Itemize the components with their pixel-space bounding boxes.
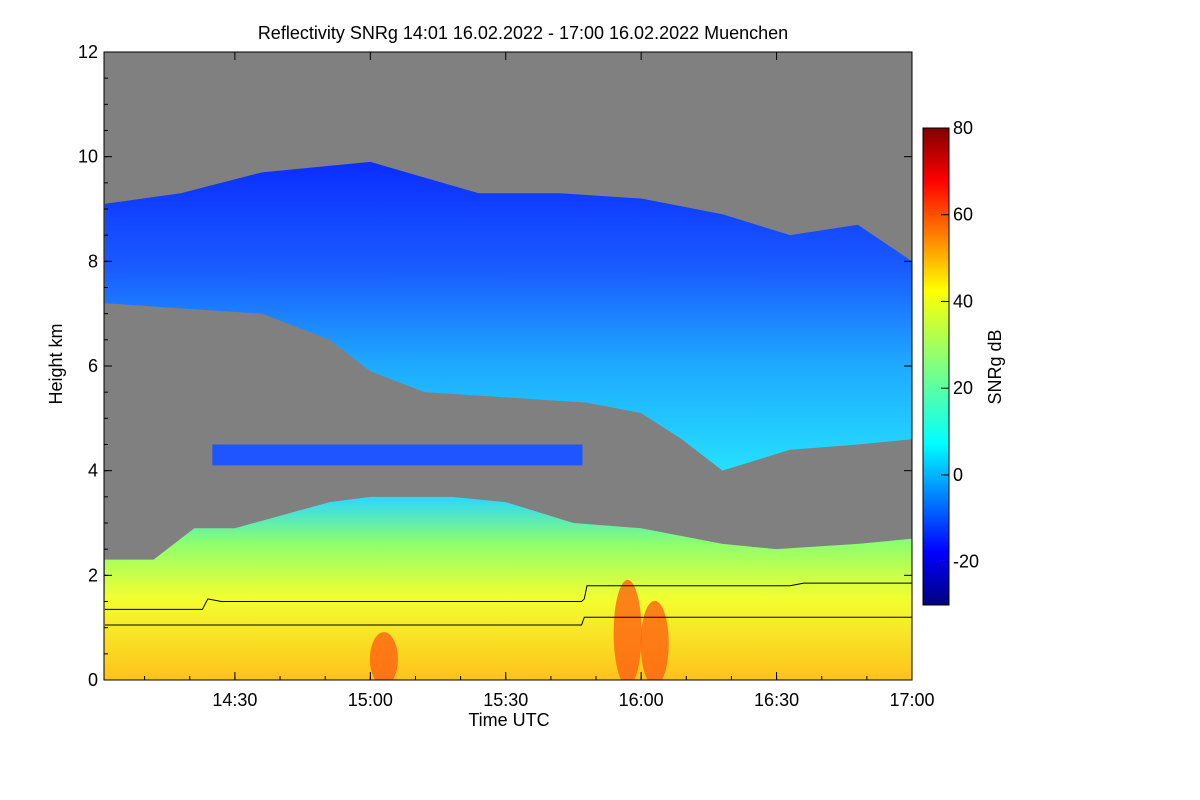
x-tick-label: 15:00 [348, 690, 393, 710]
colorbar-tick-label: 20 [953, 378, 973, 398]
colorbar-gradient [922, 127, 950, 606]
y-tick-label: 8 [88, 251, 98, 271]
x-tick-label: 17:00 [889, 690, 934, 710]
reflectivity-layers [104, 161, 912, 680]
y-axis-label: Height km [46, 323, 66, 404]
boundary-line-2 [104, 616, 912, 626]
plot-area [104, 52, 912, 680]
x-tick-label: 16:30 [754, 690, 799, 710]
x-tick-label: 14:30 [212, 690, 257, 710]
layer-upper-cloud [104, 161, 912, 471]
y-tick-label: 2 [88, 565, 98, 585]
colorbar-tick-label: 60 [953, 205, 973, 225]
y-axis: 0 2 4 6 8 10 12 [78, 42, 912, 690]
y-tick-label: 12 [78, 42, 98, 62]
high-snr-core [369, 632, 398, 680]
layer-mid-level-band [212, 444, 583, 466]
y-tick-label: 0 [88, 670, 98, 690]
colorbar-ticks: -20 0 20 40 60 80 [941, 118, 979, 572]
colorbar-label: SNRg dB [985, 329, 1005, 404]
y-tick-label: 10 [78, 147, 98, 167]
colorbar: -20 0 20 40 60 80 SNRg dB [922, 118, 1005, 606]
chart-title: Reflectivity SNRg 14:01 16.02.2022 - 17:… [258, 23, 788, 43]
x-tick-label: 15:30 [483, 690, 528, 710]
high-snr-core [613, 579, 642, 680]
y-tick-label: 4 [88, 461, 98, 481]
boundary-lines [104, 582, 912, 626]
colorbar-tick-label: 80 [953, 118, 973, 138]
y-tick-label: 6 [88, 356, 98, 376]
x-axis-label: Time UTC [468, 710, 549, 730]
colorbar-tick-label: 40 [953, 291, 973, 311]
x-tick-label: 16:00 [619, 690, 664, 710]
colorbar-tick-label: 0 [953, 465, 963, 485]
colorbar-tick-label: -20 [953, 552, 979, 572]
boundary-line-1 [104, 582, 912, 610]
layer-lower-precipitation-layer [104, 496, 912, 680]
high-snr-core [640, 600, 669, 680]
x-axis: 14:30 15:00 15:30 16:00 16:30 17:00 [144, 52, 935, 710]
